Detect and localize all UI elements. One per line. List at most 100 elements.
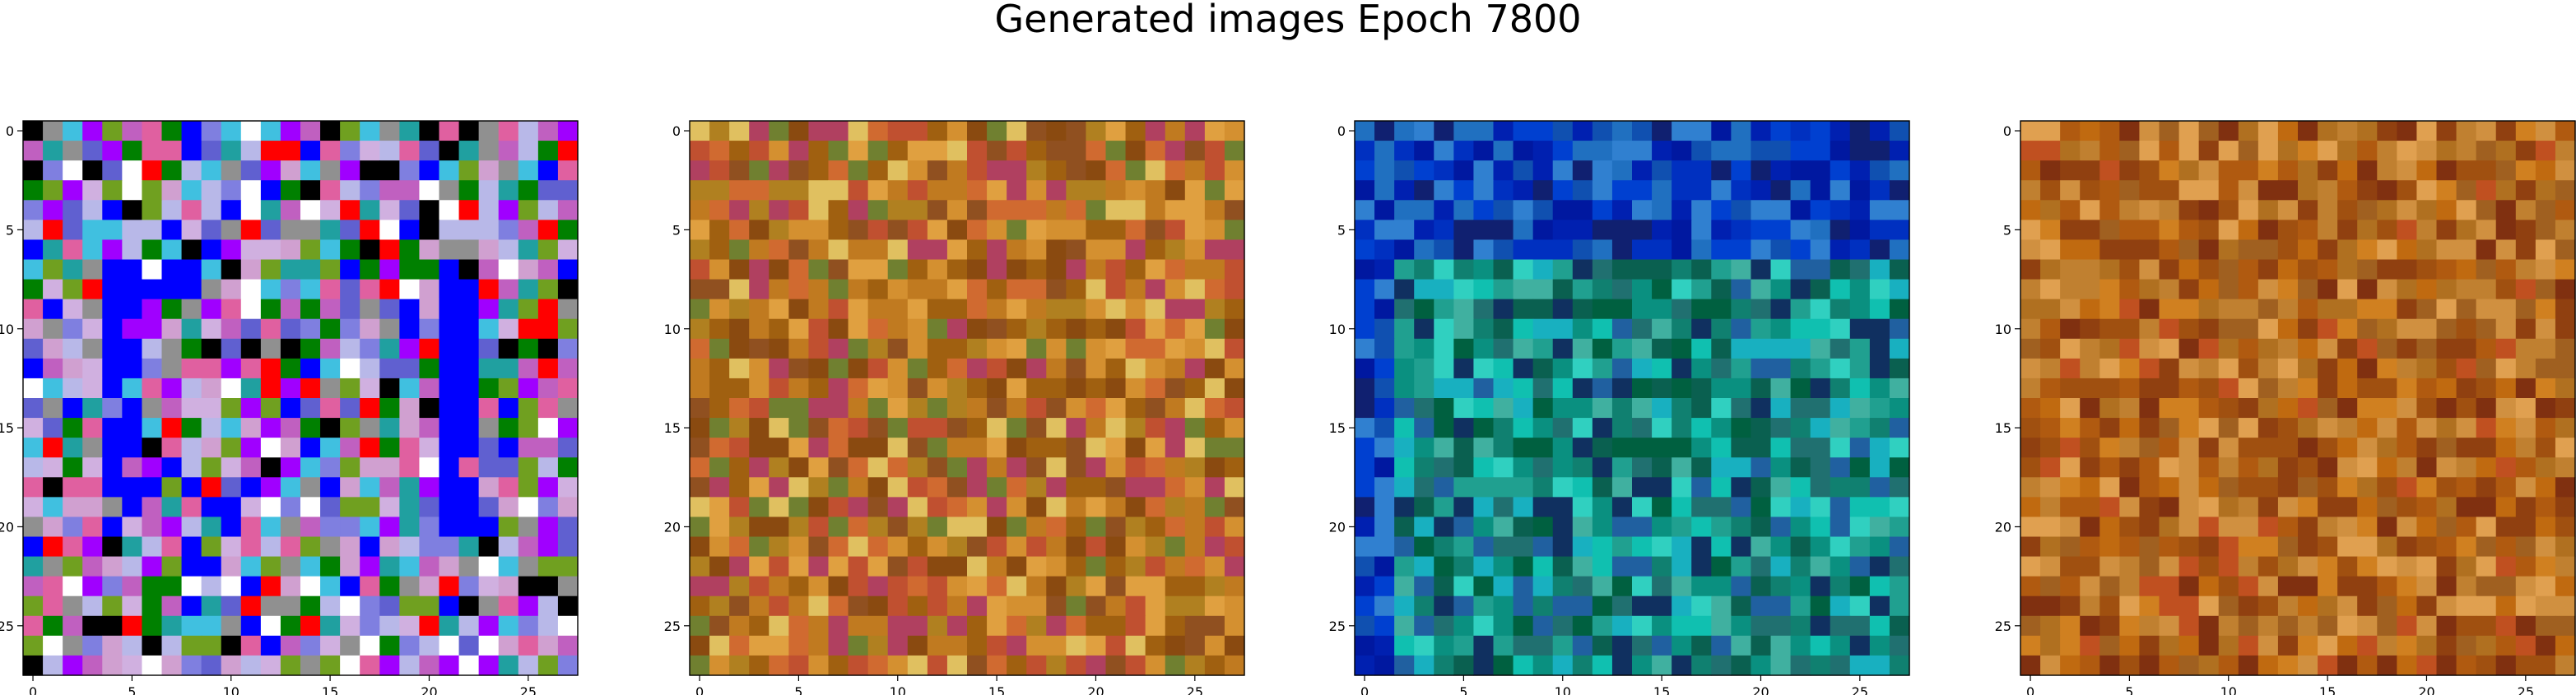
pixel-cell	[1731, 220, 1752, 241]
pixel-cell	[161, 121, 183, 141]
pixel-cell	[300, 615, 321, 637]
pixel-cell	[1007, 576, 1027, 597]
pixel-cell	[1790, 477, 1811, 498]
pixel-cell	[927, 418, 948, 438]
pixel-cell	[1532, 418, 1554, 438]
pixel-cell	[1691, 220, 1712, 241]
pixel-cell	[987, 438, 1007, 458]
pixel-cell	[1394, 299, 1415, 320]
pixel-cell	[2377, 517, 2397, 538]
pixel-cell	[2238, 497, 2259, 518]
pixel-cell	[2257, 239, 2279, 261]
pixel-cell	[788, 180, 810, 201]
pixel-cell	[1731, 398, 1752, 419]
pixel-cell	[2377, 595, 2397, 617]
pixel-cell	[2139, 556, 2160, 577]
pixel-cell	[201, 338, 222, 359]
pixel-cell	[1711, 438, 1732, 458]
pixel-cell	[848, 358, 869, 379]
pixel-cell	[1810, 121, 1831, 141]
pixel-cell	[2495, 536, 2517, 558]
pixel-cell	[1810, 635, 1831, 656]
pixel-cell	[122, 556, 143, 577]
pixel-cell	[201, 259, 222, 280]
pixel-cell	[240, 438, 262, 458]
pixel-cell	[1204, 477, 1225, 498]
pixel-cell	[221, 338, 242, 359]
pixel-cell	[2060, 180, 2081, 201]
pixel-cell	[340, 615, 360, 637]
pixel-cell	[2416, 318, 2438, 340]
pixel-cell	[1849, 299, 1871, 320]
pixel-cell	[419, 438, 440, 458]
pixel-cell	[300, 398, 321, 419]
pixel-cell	[478, 576, 500, 597]
pixel-cell	[1105, 160, 1127, 181]
pixel-cell	[43, 160, 63, 181]
pixel-cell	[458, 536, 480, 558]
pixel-cell	[2476, 576, 2497, 597]
pixel-cell	[181, 200, 202, 220]
pixel-cell	[1355, 438, 1375, 458]
pixel-cell	[1224, 635, 1245, 656]
pixel-cell	[2456, 279, 2477, 300]
pixel-cell	[967, 398, 988, 419]
pixel-cell	[1889, 457, 1910, 478]
pixel-cell	[1572, 438, 1593, 458]
pixel-cell	[2080, 180, 2100, 201]
pixel-cell	[788, 595, 810, 617]
pixel-cell	[1632, 358, 1653, 379]
pixel-cell	[1770, 358, 1792, 379]
pixel-cell	[749, 477, 770, 498]
pixel-cell	[1204, 497, 1225, 518]
pixel-cell	[1165, 536, 1186, 558]
pixel-cell	[1204, 338, 1225, 359]
pixel-cell	[848, 180, 869, 201]
pixel-cell	[201, 220, 222, 241]
pixel-cell	[1473, 338, 1495, 359]
pixel-cell	[1592, 318, 1613, 340]
pixel-cell	[419, 299, 440, 320]
pixel-cell	[478, 239, 500, 261]
pixel-cell	[458, 160, 480, 181]
pixel-cell	[340, 378, 360, 399]
pixel-cell	[2555, 299, 2576, 320]
pixel-cell	[221, 200, 242, 220]
pixel-cell	[2040, 220, 2061, 241]
pixel-cell	[1453, 200, 1475, 220]
pixel-cell	[2178, 517, 2200, 538]
pixel-cell	[1204, 141, 1225, 161]
pixel-cell	[2159, 398, 2180, 419]
pixel-cell	[1611, 220, 1633, 241]
pixel-cell	[2476, 477, 2497, 498]
pixel-cell	[1751, 576, 1772, 597]
pixel-cell	[1513, 180, 1534, 201]
pixel-cell	[1672, 279, 1692, 300]
pixel-cell	[828, 259, 849, 280]
pixel-cell	[1374, 239, 1395, 261]
pixel-cell	[2377, 358, 2397, 379]
pixel-cell	[2397, 299, 2418, 320]
pixel-cell	[2298, 517, 2318, 538]
pixel-cell	[848, 615, 869, 637]
pixel-cell	[729, 418, 750, 438]
pixel-cell	[1652, 655, 1672, 676]
pixel-cell	[1810, 615, 1831, 637]
pixel-cell	[2040, 279, 2061, 300]
pixel-cell	[1184, 239, 1206, 261]
pixel-cell	[2318, 556, 2338, 577]
pixel-cell	[1145, 299, 1166, 320]
pixel-cell	[1204, 378, 1225, 399]
pixel-cell	[102, 576, 123, 597]
pixel-cell	[478, 259, 500, 280]
pixel-cell	[2357, 338, 2378, 359]
pixel-cell	[1652, 338, 1672, 359]
pixel-cell	[1731, 457, 1752, 478]
pixel-cell	[2159, 615, 2180, 637]
pixel-cell	[2099, 299, 2120, 320]
pixel-cell	[1026, 497, 1047, 518]
pixel-cell	[1849, 220, 1871, 241]
pixel-cell	[1830, 497, 1851, 518]
pixel-cell	[1889, 536, 1910, 558]
pixel-cell	[1184, 378, 1206, 399]
